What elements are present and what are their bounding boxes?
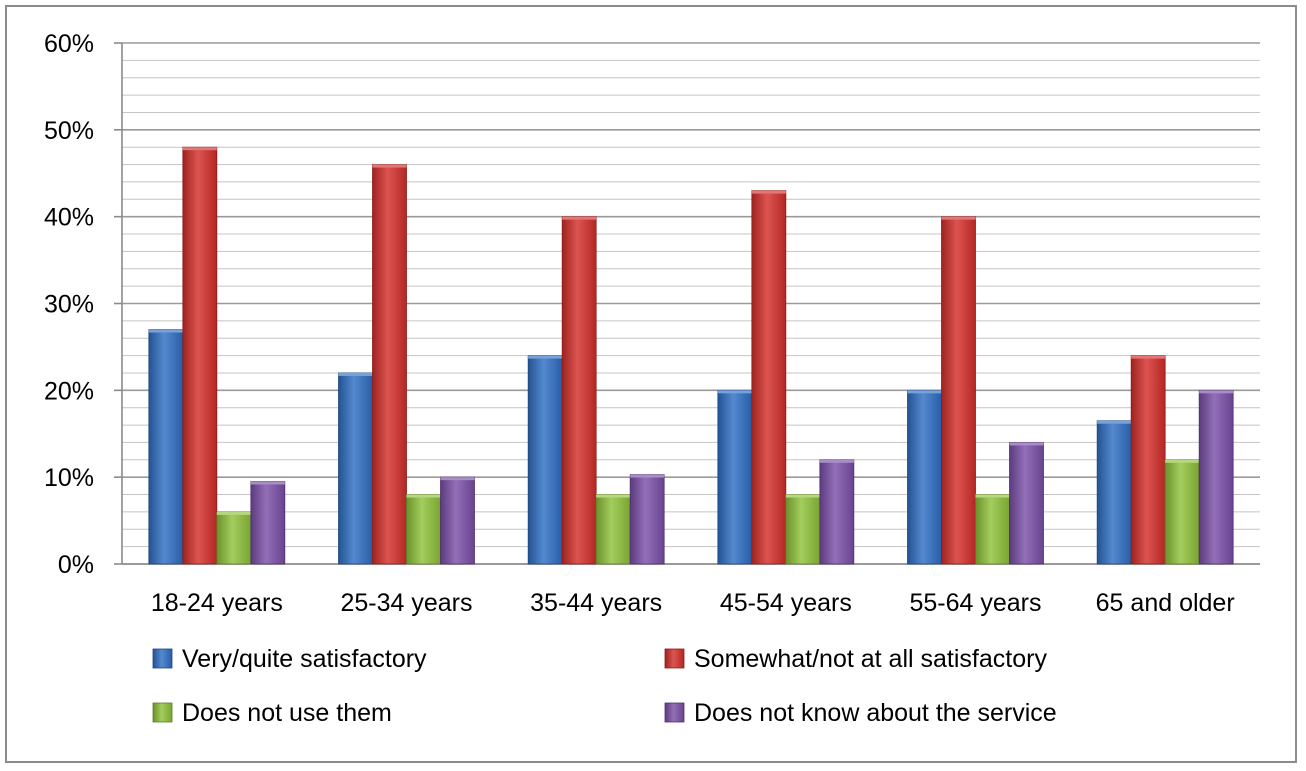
legend: Very/quite satisfactory Somewhat/not at a…	[152, 645, 1057, 727]
bar-4-6	[1198, 389, 1234, 565]
bar-top-highlight	[630, 474, 665, 478]
bar-top-highlight	[819, 459, 854, 463]
bar-top-highlight	[440, 477, 475, 481]
bar-4-2	[440, 476, 475, 565]
bar-top-highlight	[338, 372, 373, 376]
legend-label-1: Very/quite satisfactory	[182, 645, 427, 673]
bar-top-highlight	[1097, 420, 1132, 424]
bar-2-5	[941, 216, 976, 565]
y-tick-label: 50%	[44, 117, 94, 145]
bar-4-5	[1009, 442, 1044, 565]
bar-2-1	[182, 146, 218, 565]
bar-1-3	[527, 355, 563, 565]
legend-label-3: Does not use them	[182, 699, 392, 727]
x-axis-category-labels: 18-24 years 25-34 years 35-44 years 45-54 y…	[151, 589, 1235, 617]
legend-swatch-3	[152, 702, 173, 723]
bars	[148, 146, 1234, 565]
bar-3-5	[975, 494, 1010, 565]
bar-top-highlight	[751, 190, 786, 194]
bar-top-highlight	[1131, 355, 1166, 359]
x-category-label: 65 and older	[1096, 589, 1235, 617]
bar-top-highlight	[216, 511, 251, 515]
y-axis-tick-labels: 0% 10% 20% 30% 40% 50% 60%	[44, 30, 94, 579]
bar-top-highlight	[975, 494, 1010, 498]
bar-3-1	[216, 511, 252, 565]
bar-top-highlight	[372, 164, 407, 168]
legend-label-4: Does not know about the service	[694, 699, 1057, 727]
y-tick-label: 60%	[44, 30, 94, 58]
x-category-label: 18-24 years	[151, 589, 283, 617]
bar-top-highlight	[148, 329, 183, 333]
bar-1-4	[717, 389, 753, 565]
bar-top-highlight	[528, 355, 563, 359]
legend-swatch-2	[664, 648, 685, 669]
x-category-label: 55-64 years	[909, 589, 1041, 617]
legend-swatch-1	[152, 648, 173, 669]
bar-2-4	[751, 190, 787, 565]
y-tick-label: 20%	[44, 377, 94, 405]
legend-swatch-4	[664, 702, 685, 723]
x-category-label: 35-44 years	[530, 589, 662, 617]
bar-4-1	[250, 481, 286, 565]
bar-1-2	[338, 372, 373, 565]
axes	[114, 42, 1260, 565]
bar-3-4	[785, 494, 821, 565]
bar-top-highlight	[596, 494, 631, 498]
bar-4-4	[819, 459, 855, 565]
bar-top-highlight	[250, 481, 285, 485]
grid-lines	[122, 42, 1260, 565]
bar-top-highlight	[907, 390, 942, 394]
bar-1-6	[1096, 420, 1132, 565]
legend-label-2: Somewhat/not at all satisfactory	[694, 645, 1047, 673]
bar-3-3	[595, 494, 631, 565]
bar-top-highlight	[182, 147, 217, 151]
y-tick-label: 0%	[58, 551, 94, 579]
bar-1-1	[148, 329, 184, 565]
bar-1-5	[907, 389, 942, 565]
y-tick-label: 30%	[44, 291, 94, 319]
chart-frame	[5, 5, 1297, 763]
bar-3-2	[406, 494, 441, 565]
y-tick-label: 10%	[44, 464, 94, 492]
bar-top-highlight	[562, 216, 597, 220]
bar-top-highlight	[406, 494, 441, 498]
bar-top-highlight	[1199, 390, 1234, 394]
bar-top-highlight	[1165, 459, 1200, 463]
bar-top-highlight	[941, 216, 976, 220]
bar-top-highlight	[785, 494, 820, 498]
bar-2-3	[561, 216, 597, 565]
bar-4-3	[629, 474, 665, 565]
x-category-label: 45-54 years	[720, 589, 852, 617]
bar-top-highlight	[717, 390, 752, 394]
bar-top-highlight	[1009, 442, 1044, 446]
bar-2-6	[1130, 355, 1166, 565]
bar-3-6	[1164, 459, 1200, 565]
x-category-label: 25-34 years	[340, 589, 472, 617]
y-tick-label: 40%	[44, 204, 94, 232]
bar-2-2	[372, 164, 407, 565]
